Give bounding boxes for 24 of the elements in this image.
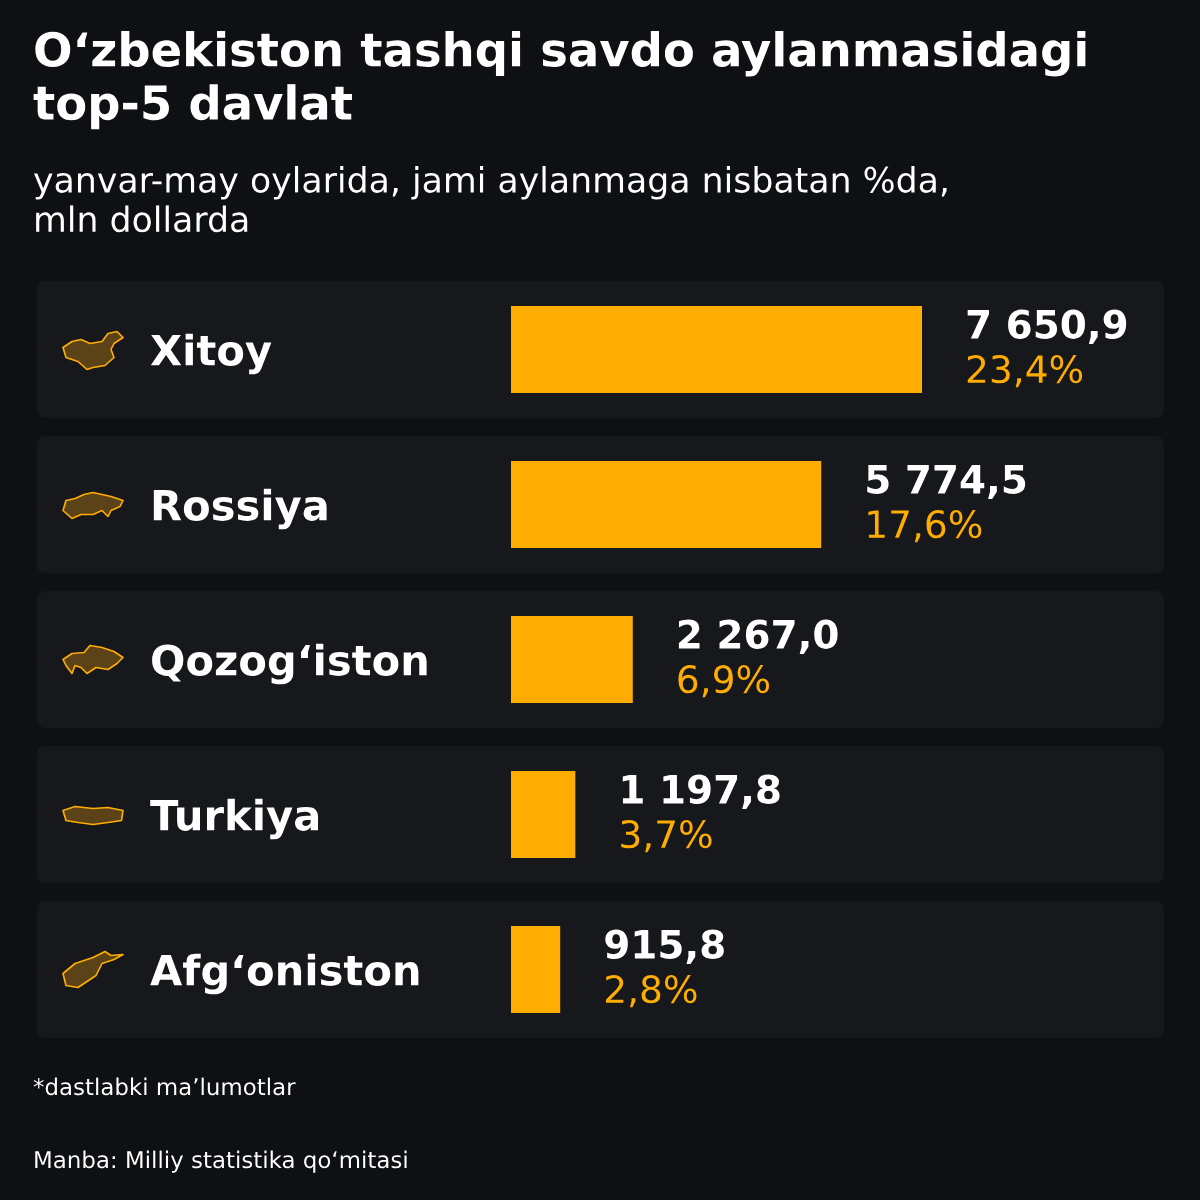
data-label: 915,8 (605, 929, 724, 964)
y-tick-label: Qozogʻiston (152, 643, 427, 685)
bar (511, 616, 633, 703)
bar (511, 306, 922, 393)
data-label: 2 267,0 (678, 619, 838, 654)
y-tick-label: Xitoy (150, 333, 272, 375)
bar (511, 461, 822, 548)
annotation: 2,8% (606, 975, 697, 1008)
y-tick-label: Afgʻoniston (150, 953, 419, 995)
text: Manba: Milliy statistika qoʻmitasi (35, 1150, 407, 1173)
text: *dastlabki maʼlumotlar (33, 1077, 296, 1096)
chart-subtitle: yanvar-may oylarida, jami aylanmaga nisbatan %da, mln dollarda (34, 166, 947, 233)
annotation: 23,4% (967, 355, 1083, 388)
data-label: 7 650,9 (967, 309, 1127, 344)
y-tick-label: Rossiya (153, 488, 327, 530)
annotation: 6,9% (678, 665, 770, 698)
annotation: 17,6% (868, 510, 982, 543)
annotation: 3,7% (621, 820, 712, 853)
data-label: 1 197,8 (622, 774, 780, 809)
bar (511, 926, 561, 1013)
data-label: 5 774,5 (867, 465, 1026, 499)
bar (511, 771, 576, 858)
chart-title: Oʻzbekiston tashqi savdo aylanmasidagi top-5 davlat (33, 31, 1086, 130)
y-tick-label: Turkiya (150, 798, 319, 840)
